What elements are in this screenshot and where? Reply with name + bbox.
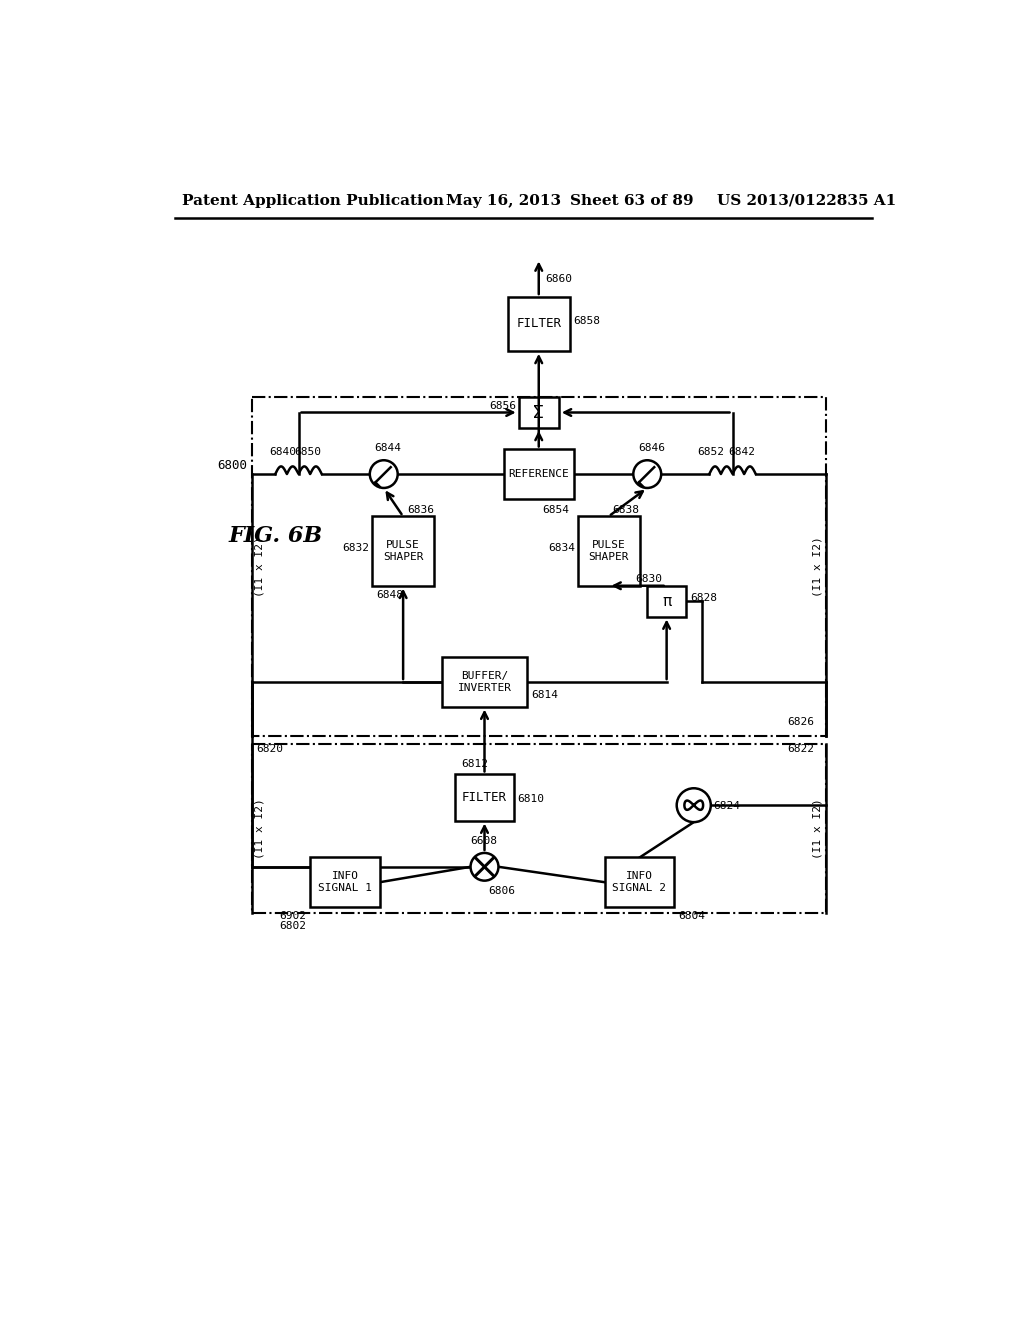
Bar	[504, 449, 573, 499]
Text: Patent Application Publication: Patent Application Publication	[182, 194, 444, 207]
Text: 6860: 6860	[545, 275, 572, 284]
Text: Sheet 63 of 89: Sheet 63 of 89	[569, 194, 693, 207]
Circle shape	[370, 461, 397, 488]
Text: 6822: 6822	[786, 743, 814, 754]
Text: 6820: 6820	[256, 743, 283, 754]
Text: May 16, 2013: May 16, 2013	[445, 194, 561, 207]
Text: 6826: 6826	[786, 717, 814, 726]
Text: (I1 x I2): (I1 x I2)	[813, 797, 822, 859]
Bar	[456, 775, 514, 821]
Text: REFERENCE: REFERENCE	[508, 469, 569, 479]
Text: (I1 x I2): (I1 x I2)	[255, 797, 265, 859]
Bar	[252, 743, 825, 913]
Text: 6828: 6828	[690, 594, 717, 603]
Text: PULSE
SHAPER: PULSE SHAPER	[383, 540, 423, 562]
Text: π: π	[663, 594, 671, 609]
Circle shape	[471, 853, 499, 880]
Circle shape	[633, 461, 662, 488]
Text: 6848: 6848	[376, 590, 403, 599]
Bar	[442, 657, 527, 708]
Text: 6838: 6838	[612, 506, 639, 515]
Text: 6842: 6842	[729, 447, 756, 457]
Bar	[310, 857, 380, 907]
Text: Σ: Σ	[534, 404, 544, 421]
Text: 6840: 6840	[269, 447, 296, 457]
Text: INFO
SIGNAL 1: INFO SIGNAL 1	[318, 871, 372, 894]
Text: PULSE
SHAPER: PULSE SHAPER	[588, 540, 629, 562]
Text: 6850: 6850	[295, 447, 322, 457]
Text: 6804: 6804	[678, 911, 706, 920]
Bar	[578, 516, 640, 586]
Text: US 2013/0122835 A1: US 2013/0122835 A1	[717, 194, 896, 207]
Text: 6834: 6834	[548, 544, 575, 553]
Text: 6902: 6902	[280, 911, 306, 920]
Text: 6806: 6806	[488, 886, 515, 896]
Bar	[252, 397, 825, 737]
Text: 6858: 6858	[573, 317, 601, 326]
Bar	[518, 397, 559, 428]
Text: 6830: 6830	[636, 574, 663, 585]
Text: (I1 x I2): (I1 x I2)	[813, 536, 822, 597]
Text: 6852: 6852	[697, 447, 725, 457]
Text: INFO
SIGNAL 2: INFO SIGNAL 2	[612, 871, 667, 894]
Bar	[604, 857, 675, 907]
Text: 6856: 6856	[489, 401, 516, 411]
Text: 6812: 6812	[461, 759, 488, 770]
Text: 6832: 6832	[343, 544, 370, 553]
Text: FIG. 6B: FIG. 6B	[228, 525, 323, 546]
Text: BUFFER/
INVERTER: BUFFER/ INVERTER	[458, 671, 512, 693]
Text: 6802: 6802	[280, 921, 306, 931]
Bar	[508, 297, 569, 351]
Text: 6854: 6854	[543, 506, 569, 515]
Circle shape	[677, 788, 711, 822]
Text: FILTER: FILTER	[462, 791, 507, 804]
Text: 6800: 6800	[217, 459, 247, 471]
Text: 6608: 6608	[471, 836, 498, 846]
Text: 6844: 6844	[375, 444, 401, 453]
Text: (I1 x I2): (I1 x I2)	[255, 536, 265, 597]
Bar	[372, 516, 434, 586]
Bar	[647, 586, 686, 616]
Text: 6814: 6814	[531, 689, 558, 700]
Text: 6824: 6824	[713, 801, 740, 812]
Text: 6836: 6836	[407, 506, 434, 515]
Text: 6810: 6810	[517, 793, 544, 804]
Text: 6846: 6846	[638, 444, 665, 453]
Text: FILTER: FILTER	[516, 317, 561, 330]
